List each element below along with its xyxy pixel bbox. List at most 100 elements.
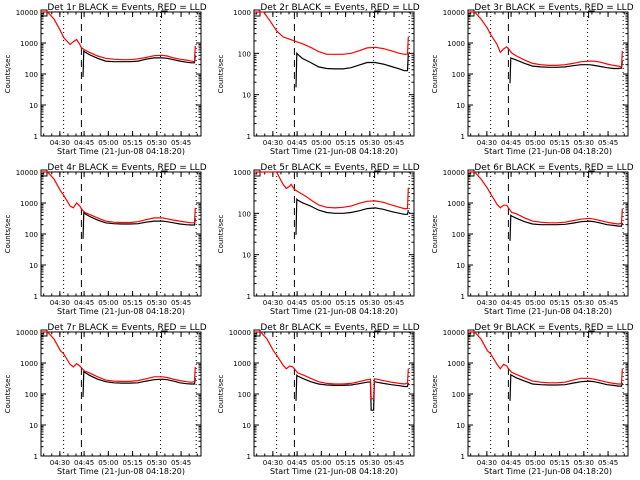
- x-tick-label: 05:15: [549, 299, 569, 307]
- plot-frame: [467, 171, 629, 297]
- x-tick-label: 05:45: [384, 459, 404, 467]
- events-series-line: [509, 373, 623, 401]
- x-tick-label: 05:45: [171, 139, 191, 147]
- panel-det-6: Det 6r BLACK = Events, RED = LLD 1 10 100 10…: [431, 163, 634, 316]
- x-tick-label: 05:15: [122, 459, 142, 467]
- x-tick-label: 05:00: [525, 139, 545, 147]
- y-tick-label: 10: [242, 92, 251, 100]
- panel-det-4: Det 4r BLACK = Events, RED = LLD 1 10 100 10…: [4, 163, 207, 316]
- x-tick-label: 05:00: [525, 459, 545, 467]
- x-tick-label: 05:00: [311, 299, 331, 307]
- end-bracket-marker: [374, 170, 381, 178]
- lld-series-line: [254, 331, 409, 400]
- y-tick-label: 10000: [443, 329, 465, 337]
- y-tick-label: 10: [29, 262, 38, 270]
- y-tick-label: 10000: [229, 329, 251, 337]
- end-bracket-marker: [374, 330, 381, 338]
- events-series-line: [295, 51, 409, 88]
- start-bracket-marker: [253, 9, 261, 17]
- x-tick-label: 05:45: [384, 139, 404, 147]
- y-tick-label: 10000: [16, 169, 38, 177]
- panel-title: Det 5r BLACK = Events, RED = LLD: [260, 163, 419, 173]
- y-tick-label: 10: [29, 422, 38, 430]
- end-bracket-marker: [161, 10, 168, 18]
- x-tick-label: 05:30: [147, 459, 167, 467]
- end-bracket-marker: [374, 10, 381, 18]
- lld-series-line: [41, 331, 196, 383]
- y-tick-label: 1: [34, 293, 38, 301]
- x-tick-label: 05:15: [335, 459, 355, 467]
- x-tick-label: 04:30: [263, 139, 283, 147]
- y-tick-label: 1000: [20, 200, 38, 208]
- start-bracket-marker: [253, 329, 261, 337]
- panel-det-7: Det 7r BLACK = Events, RED = LLD 1 10 100 10…: [4, 323, 207, 476]
- events-series-line: [82, 370, 196, 398]
- y-tick-label: 100: [238, 210, 251, 218]
- y-tick-label: 1: [34, 133, 38, 141]
- y-tick-label: 1: [247, 453, 251, 461]
- x-tick-label: 04:45: [501, 459, 521, 467]
- lld-series-line: [468, 171, 623, 225]
- x-tick-label: 04:45: [501, 299, 521, 307]
- y-tick-label: 1: [247, 293, 251, 301]
- x-tick-label: 04:45: [287, 459, 307, 467]
- events-series-line: [295, 197, 409, 235]
- y-axis-label: Counts/sec: [431, 55, 439, 94]
- y-tick-label: 1000: [447, 40, 465, 48]
- y-tick-label: 100: [25, 391, 38, 399]
- y-tick-label: 10000: [443, 9, 465, 17]
- y-tick-label: 100: [25, 71, 38, 79]
- y-tick-label: 1000: [20, 360, 38, 368]
- x-tick-label: 05:45: [598, 139, 618, 147]
- x-tick-label: 05:30: [147, 299, 167, 307]
- x-tick-label: 05:00: [311, 459, 331, 467]
- x-tick-label: 04:30: [477, 459, 497, 467]
- y-tick-label: 10: [29, 102, 38, 110]
- start-bracket-marker: [40, 329, 48, 337]
- panel-det-1: Det 1r BLACK = Events, RED = LLD 1 10 100 10…: [4, 3, 207, 156]
- x-tick-label: 05:30: [360, 299, 380, 307]
- y-axis-label: Counts/sec: [217, 55, 225, 94]
- start-bracket-marker: [40, 9, 48, 17]
- y-axis-label: Counts/sec: [4, 215, 12, 254]
- y-tick-label: 100: [452, 71, 465, 79]
- x-tick-label: 04:30: [263, 459, 283, 467]
- y-tick-label: 10000: [16, 329, 38, 337]
- start-bracket-marker: [40, 169, 48, 177]
- plot-frame: [40, 11, 202, 137]
- x-axis-label: Start Time (21-Jun-08 04:18:20): [270, 467, 398, 476]
- x-tick-label: 04:30: [477, 139, 497, 147]
- panel-title: Det 6r BLACK = Events, RED = LLD: [474, 163, 633, 173]
- y-tick-label: 10: [242, 252, 251, 260]
- x-tick-label: 04:30: [50, 139, 70, 147]
- y-tick-label: 100: [452, 231, 465, 239]
- y-axis-label: Counts/sec: [4, 375, 12, 414]
- y-tick-label: 1000: [233, 9, 251, 17]
- panel-title: Det 9r BLACK = Events, RED = LLD: [474, 323, 633, 333]
- x-tick-label: 04:45: [74, 459, 94, 467]
- x-tick-label: 04:30: [477, 299, 497, 307]
- lld-series-line: [468, 331, 623, 385]
- panel-title: Det 3r BLACK = Events, RED = LLD: [474, 3, 633, 13]
- y-tick-label: 1: [247, 133, 251, 141]
- start-bracket-marker: [253, 169, 261, 177]
- x-tick-label: 05:45: [384, 299, 404, 307]
- x-tick-label: 04:45: [74, 299, 94, 307]
- lld-series-line: [254, 11, 409, 55]
- panel-title: Det 7r BLACK = Events, RED = LLD: [47, 323, 206, 333]
- y-axis-label: Counts/sec: [431, 375, 439, 414]
- y-tick-label: 10: [456, 262, 465, 270]
- x-tick-label: 04:45: [287, 139, 307, 147]
- y-tick-label: 10000: [16, 9, 38, 17]
- x-axis-label: Start Time (21-Jun-08 04:18:20): [57, 147, 185, 156]
- y-axis-label: Counts/sec: [431, 215, 439, 254]
- y-tick-label: 1000: [20, 40, 38, 48]
- panel-det-8: Det 8r BLACK = Events, RED = LLD 1 10 100 10…: [217, 323, 420, 476]
- x-tick-label: 05:30: [360, 459, 380, 467]
- end-bracket-marker: [161, 330, 168, 338]
- y-tick-label: 1000: [447, 360, 465, 368]
- end-bracket-marker: [588, 170, 595, 178]
- y-axis-label: Counts/sec: [4, 55, 12, 94]
- lld-series-line: [254, 171, 409, 210]
- y-tick-label: 1: [461, 293, 465, 301]
